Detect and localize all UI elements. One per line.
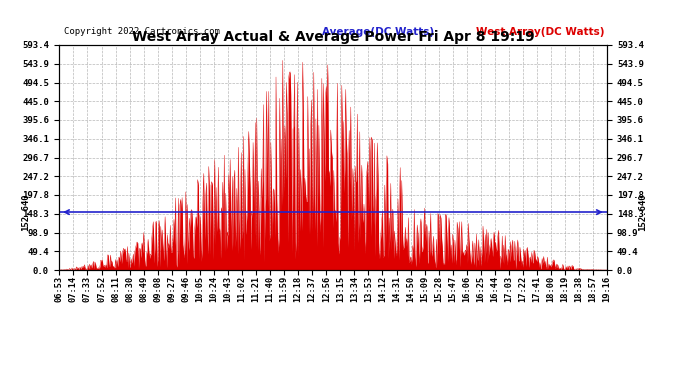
Text: Average(DC Watts): Average(DC Watts) — [322, 27, 434, 37]
Text: West Array(DC Watts): West Array(DC Watts) — [475, 27, 604, 37]
Text: 152.640: 152.640 — [21, 193, 30, 231]
Text: 152.640: 152.640 — [638, 193, 647, 231]
Text: Copyright 2022 Cartronics.com: Copyright 2022 Cartronics.com — [64, 27, 220, 36]
Title: West Array Actual & Average Power Fri Apr 8 19:19: West Array Actual & Average Power Fri Ap… — [132, 30, 534, 44]
